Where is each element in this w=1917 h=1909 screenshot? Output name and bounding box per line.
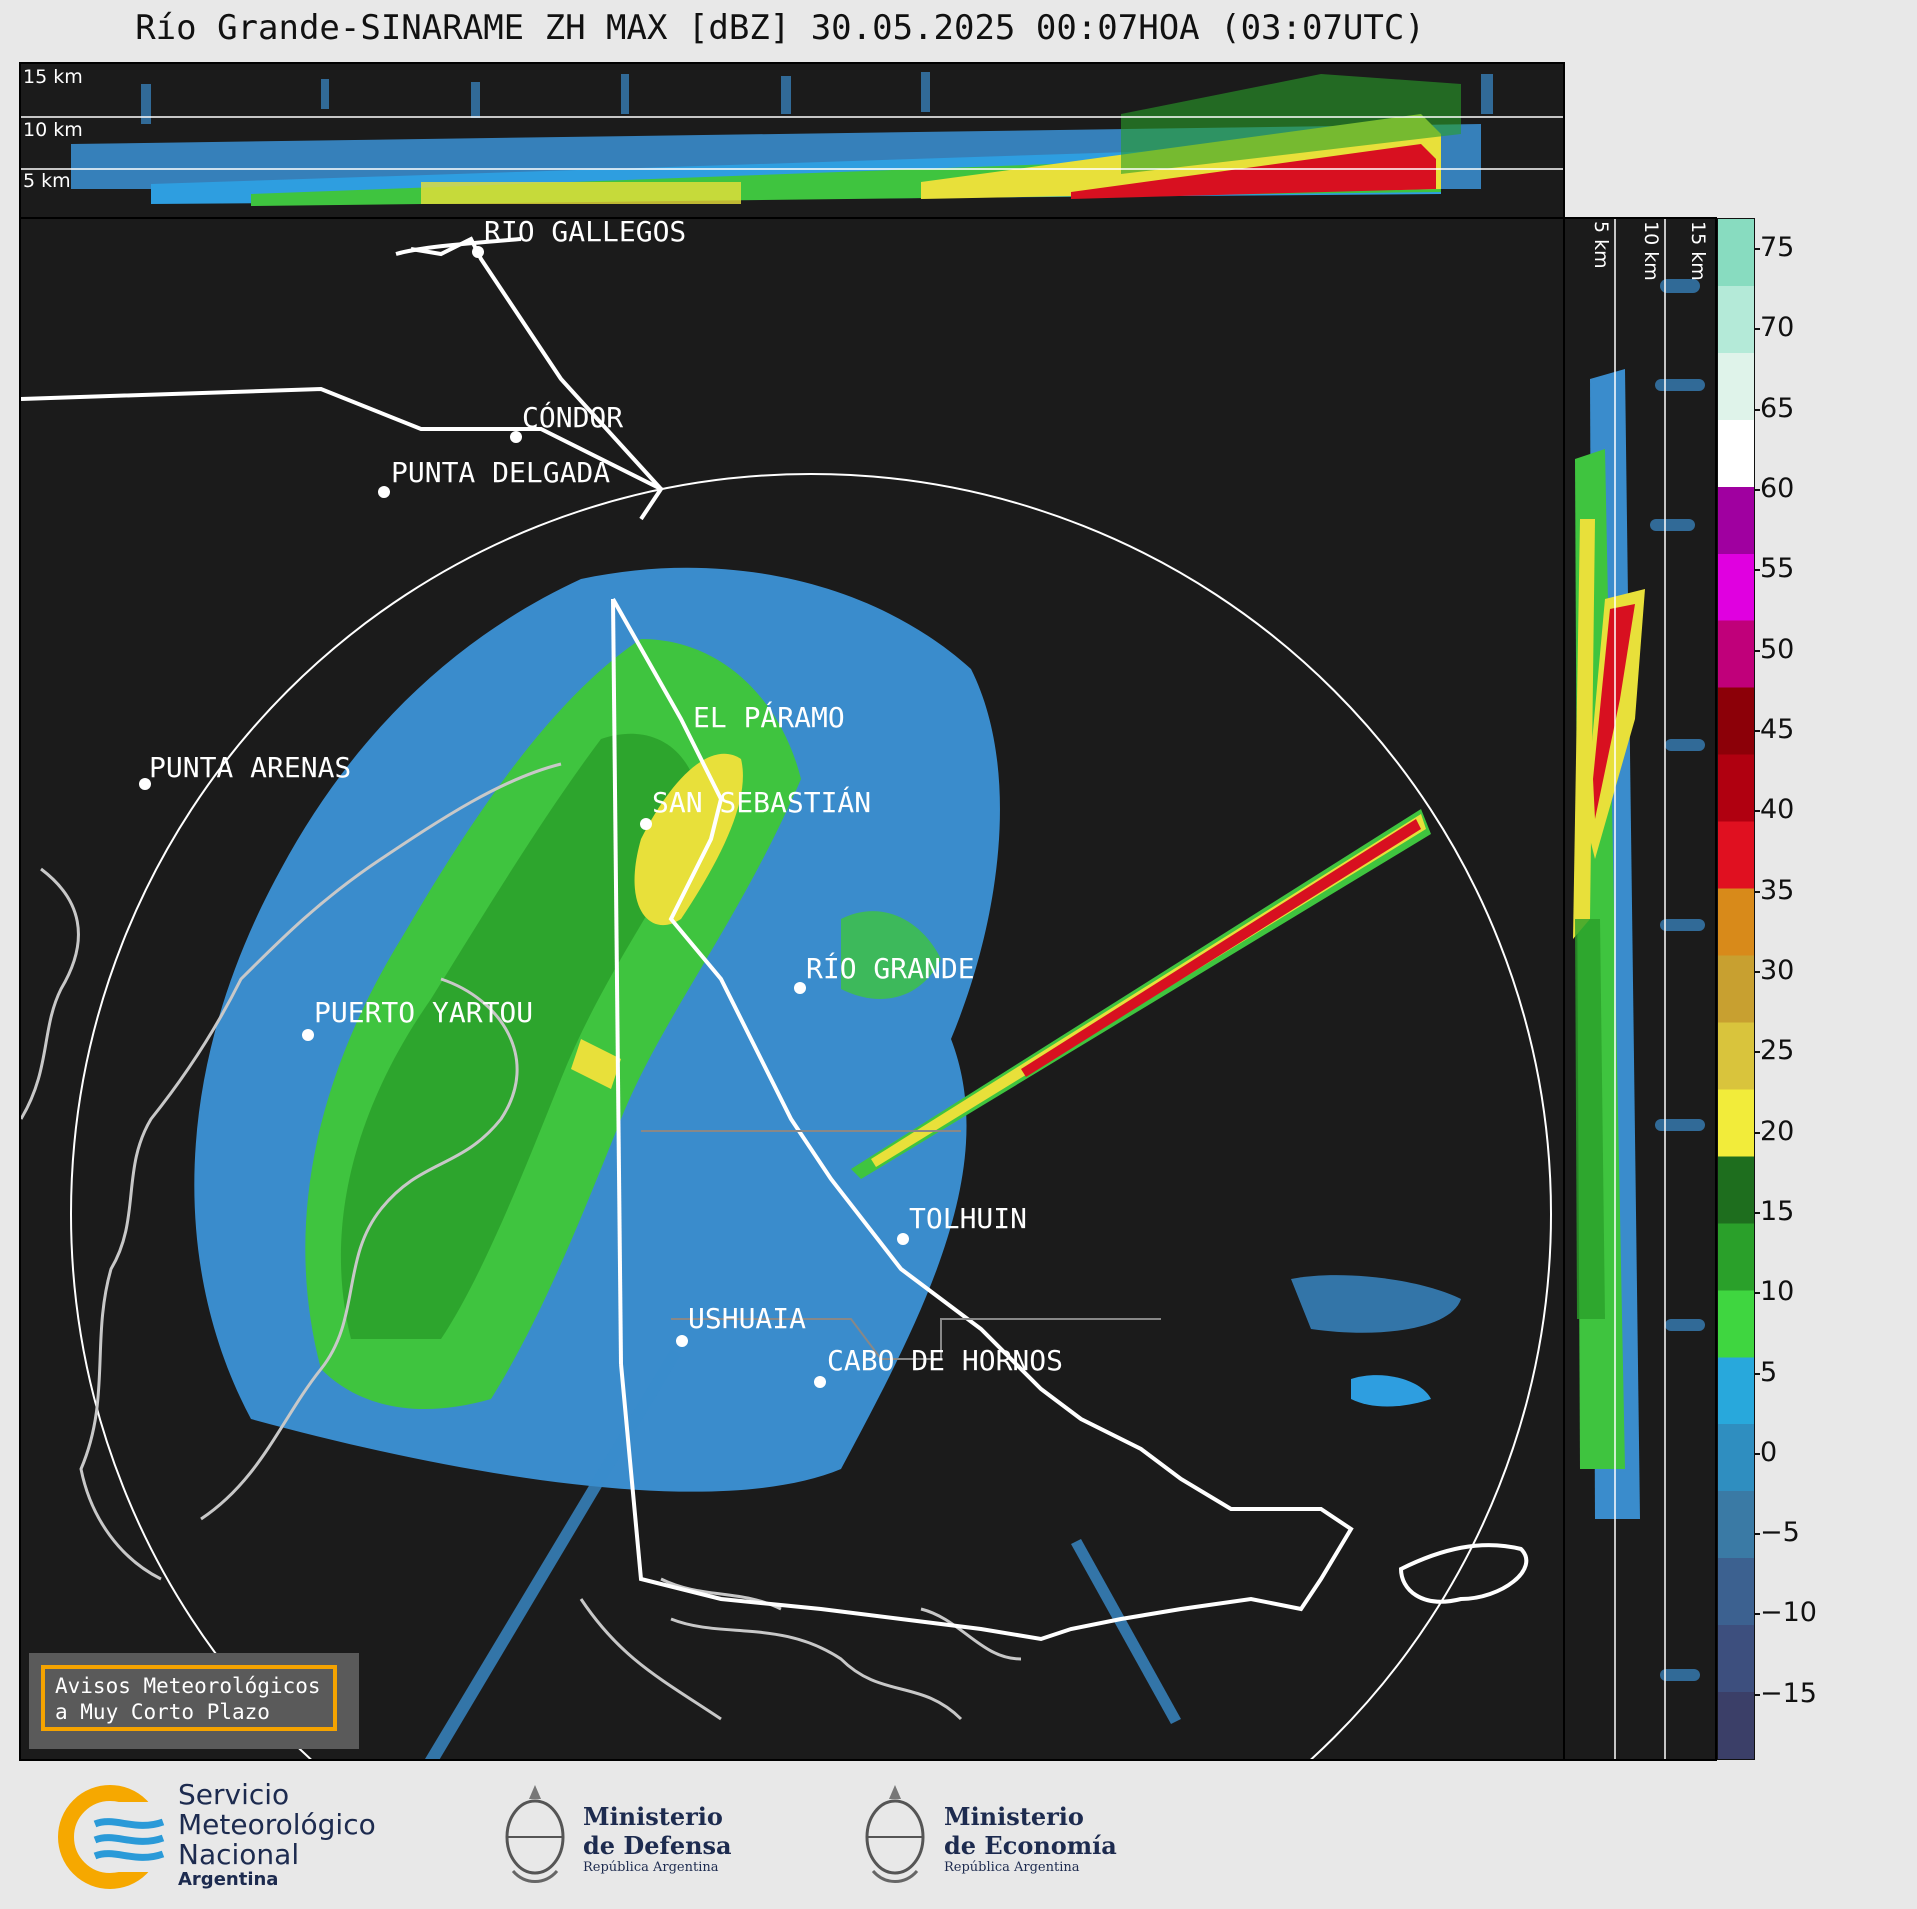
smn-line-1: Servicio bbox=[178, 1778, 290, 1811]
top-cross-section-panel: 15 km 10 km 5 km bbox=[19, 62, 1565, 219]
colorbar-tick-label: 35 bbox=[1753, 874, 1795, 906]
smn-line-3: Nacional bbox=[178, 1838, 300, 1871]
colorbar-tick-label: 25 bbox=[1753, 1035, 1795, 1067]
economia-line-1: Ministerio bbox=[944, 1802, 1084, 1831]
map-title: Río Grande-SINARAME ZH MAX [dBZ] 30.05.2… bbox=[135, 8, 1425, 48]
side-altitude-label-10km: 10 km bbox=[1640, 221, 1662, 281]
city-label-san-sebastian: SAN SEBASTIÁN bbox=[652, 786, 872, 819]
colorbar-tick-label: 40 bbox=[1753, 794, 1795, 826]
city-label-puerto-yartou: PUERTO YARTOU bbox=[314, 996, 534, 1029]
economia-logo-text: Ministerio de Economía República Argenti… bbox=[944, 1802, 1117, 1875]
defensa-line-3: República Argentina bbox=[583, 1860, 719, 1875]
economia-line-2: de Economía bbox=[944, 1831, 1117, 1860]
city-marker bbox=[472, 246, 484, 258]
colorbar-tick-label: 55 bbox=[1753, 553, 1795, 585]
coat-of-arms-icon bbox=[505, 1785, 565, 1883]
smn-logo-text: Servicio Meteorológico Nacional Argentin… bbox=[178, 1780, 376, 1890]
city-marker bbox=[302, 1029, 314, 1041]
side-cross-section-panel: 5 km 10 km 15 km bbox=[1563, 217, 1717, 1761]
city-marker bbox=[676, 1335, 688, 1347]
city-label-cabo-de-hornos: CABO DE HORNOS bbox=[827, 1344, 1064, 1377]
colorbar-tick-label: 70 bbox=[1753, 312, 1795, 344]
coat-of-arms-icon bbox=[865, 1785, 925, 1883]
city-label-tolhuin: TOLHUIN bbox=[909, 1202, 1028, 1235]
side-cross-section-echoes bbox=[1573, 219, 1705, 1759]
colorbar-tick-label: 10 bbox=[1753, 1276, 1795, 1308]
city-marker bbox=[139, 778, 151, 790]
city-label-rio-grande: RÍO GRANDE bbox=[806, 952, 975, 985]
colorbar-tick-label: 45 bbox=[1753, 714, 1795, 745]
city-marker bbox=[640, 818, 652, 830]
city-label-condor: CÓNDOR bbox=[522, 401, 624, 434]
defensa-line-2: de Defensa bbox=[583, 1831, 732, 1860]
city-label-el-paramo: EL PÁRAMO bbox=[693, 701, 845, 734]
defensa-line-1: Ministerio bbox=[583, 1802, 723, 1831]
warning-frame: Avisos Meteorológicos a Muy Corto Plazo bbox=[41, 1665, 337, 1731]
side-altitude-label-5km: 5 km bbox=[1590, 221, 1612, 269]
warning-line-1: Avisos Meteorológicos bbox=[55, 1674, 321, 1698]
colorbar-tick-label: −10 bbox=[1754, 1597, 1817, 1629]
city-label-punta-delgada: PUNTA DELGADA bbox=[391, 456, 611, 489]
warning-box: Avisos Meteorológicos a Muy Corto Plazo bbox=[29, 1653, 359, 1749]
colorbar-tick-label: 0 bbox=[1753, 1436, 1778, 1468]
side-altitude-label-15km: 15 km bbox=[1687, 221, 1709, 281]
defensa-logo-text: Ministerio de Defensa República Argentin… bbox=[583, 1802, 732, 1875]
city-label-ushuaia: USHUAIA bbox=[688, 1302, 807, 1335]
smn-logo-icon bbox=[58, 1785, 165, 1889]
colorbar-tick-label: 20 bbox=[1753, 1115, 1795, 1147]
smn-line-2: Meteorológico bbox=[178, 1808, 376, 1841]
altitude-label-5km: 5 km bbox=[23, 170, 71, 192]
colorbar-tick-label: −15 bbox=[1754, 1677, 1817, 1709]
smn-line-4: Argentina bbox=[178, 1869, 279, 1890]
colorbar-tick-label: 30 bbox=[1753, 954, 1795, 986]
radar-reflectivity-map bbox=[21, 236, 1552, 1759]
city-marker bbox=[510, 431, 522, 443]
colorbar-tick-label: 15 bbox=[1753, 1195, 1795, 1227]
city-label-punta-arenas: PUNTA ARENAS bbox=[149, 751, 352, 784]
top-cross-section-echoes bbox=[21, 72, 1563, 206]
colorbar-tick-label: −5 bbox=[1754, 1517, 1800, 1549]
dbz-colorbar bbox=[1717, 218, 1755, 1760]
city-marker bbox=[814, 1376, 826, 1388]
altitude-label-10km: 10 km bbox=[23, 119, 83, 141]
city-marker bbox=[897, 1233, 909, 1245]
warning-line-2: a Muy Corto Plazo bbox=[55, 1700, 270, 1724]
city-marker bbox=[378, 486, 390, 498]
colorbar-tick-label: 75 bbox=[1753, 232, 1795, 264]
city-marker bbox=[794, 982, 806, 994]
city-label-rio-gallegos: RÍO GALLEGOS bbox=[484, 217, 687, 248]
colorbar-tick-label: 50 bbox=[1753, 633, 1795, 665]
colorbar-tick-label: 60 bbox=[1753, 473, 1795, 505]
colorbar-tick-label: 5 bbox=[1753, 1356, 1778, 1388]
colorbar-tick-label: 65 bbox=[1753, 392, 1795, 424]
altitude-label-15km: 15 km bbox=[23, 66, 83, 88]
economia-line-3: República Argentina bbox=[944, 1860, 1080, 1875]
radar-map-panel: RÍO GALLEGOS CÓNDOR PUNTA DELGADA EL PÁR… bbox=[19, 217, 1565, 1761]
